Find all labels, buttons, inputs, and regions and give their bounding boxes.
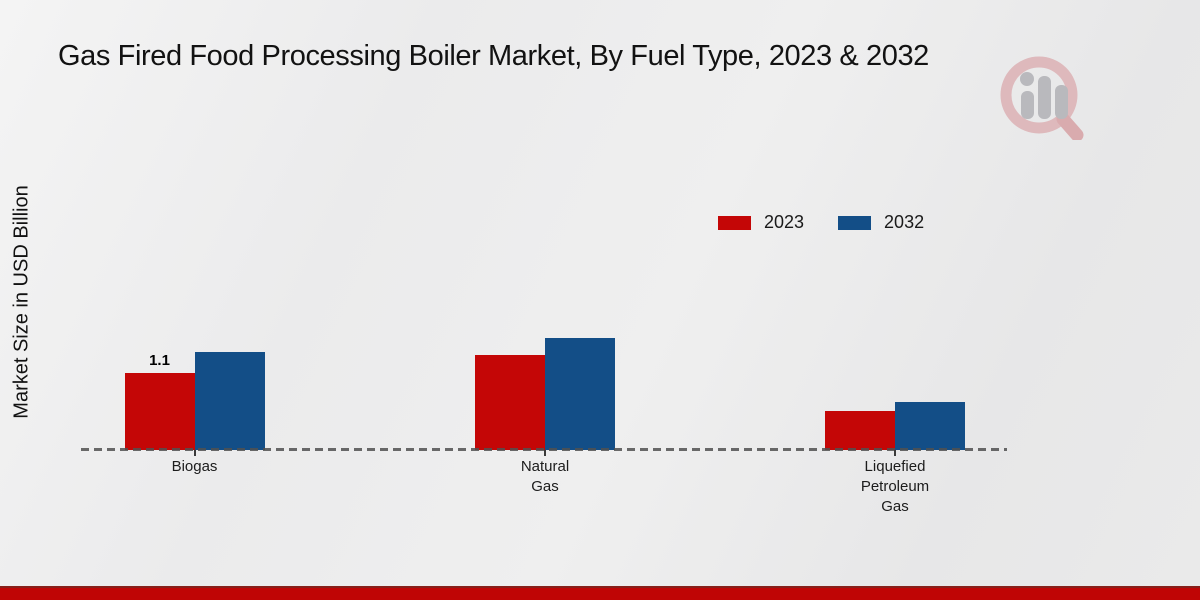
- footer-accent-bar: [0, 586, 1200, 600]
- legend-label-2032: 2032: [884, 212, 925, 232]
- category-label-biogas: Biogas: [171, 458, 218, 475]
- bar-2023-liquefied-petroleum-gas: [825, 411, 895, 450]
- bar-2023-natural-gas: [475, 355, 545, 450]
- legend-swatch-2032: [838, 215, 872, 230]
- market-research-magnifier-icon: [1000, 56, 1084, 140]
- x-axis-line: [81, 448, 1007, 451]
- legend-label-2023: 2023: [764, 212, 805, 232]
- legend-item-2032: 2032: [838, 212, 924, 233]
- bar-2032-natural-gas: [545, 338, 615, 450]
- category-label-natural-gas: Natural Gas: [520, 458, 570, 495]
- bar-2032-liquefied-petroleum-gas: [895, 402, 965, 450]
- x-axis-tick-natural-gas: [544, 450, 546, 456]
- legend-item-2023: 2023: [718, 212, 804, 233]
- legend-swatch-2023: [718, 215, 751, 230]
- bar-2023-biogas: [124, 373, 195, 450]
- category-label-liquefied-petroleum-gas: Liquefied Petroleum Gas: [860, 458, 930, 515]
- bar-2032-biogas: [194, 352, 265, 450]
- legend: 2023 2032: [718, 212, 924, 233]
- x-axis-tick-biogas: [193, 450, 196, 456]
- x-axis-tick-liquefied-petroleum-gas: [894, 450, 896, 456]
- data-label-2023-biogas: 1.1: [149, 352, 170, 369]
- chart-title: Gas Fired Food Processing Boiler Market,…: [58, 40, 929, 72]
